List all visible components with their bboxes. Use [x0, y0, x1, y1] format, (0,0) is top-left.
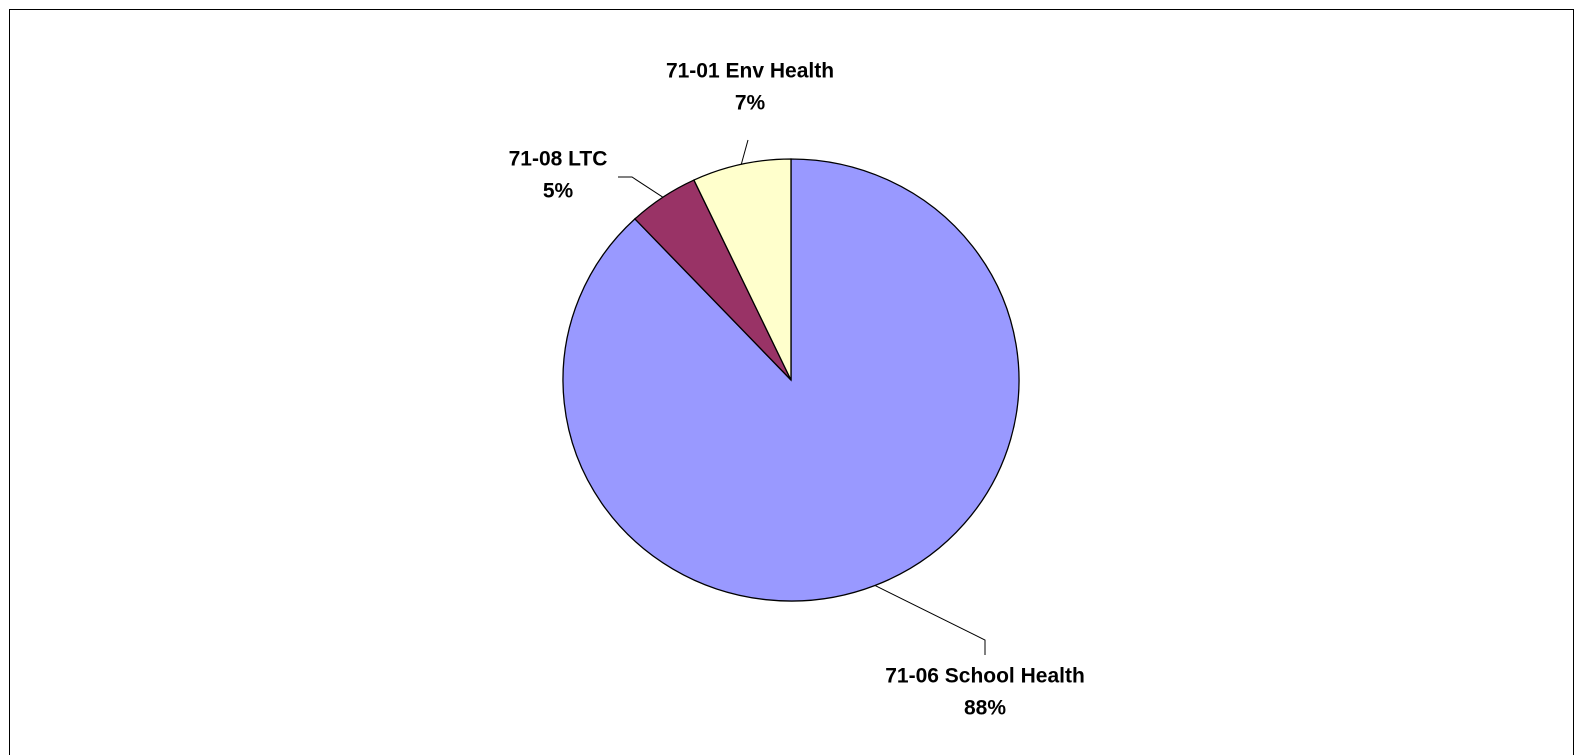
- slice-label: 71-08 LTC: [509, 148, 608, 171]
- leader-line: [874, 585, 986, 655]
- slice-value-label: 7%: [735, 92, 766, 115]
- slice-label: 71-06 School Health: [885, 665, 1085, 688]
- slice-value-label: 5%: [543, 180, 574, 203]
- leader-line: [740, 139, 749, 165]
- pie-slice: [562, 158, 1020, 602]
- slice-label: 71-01 Env Health: [666, 60, 834, 83]
- slice-value-label: 88%: [964, 697, 1006, 720]
- leader-line: [618, 176, 664, 198]
